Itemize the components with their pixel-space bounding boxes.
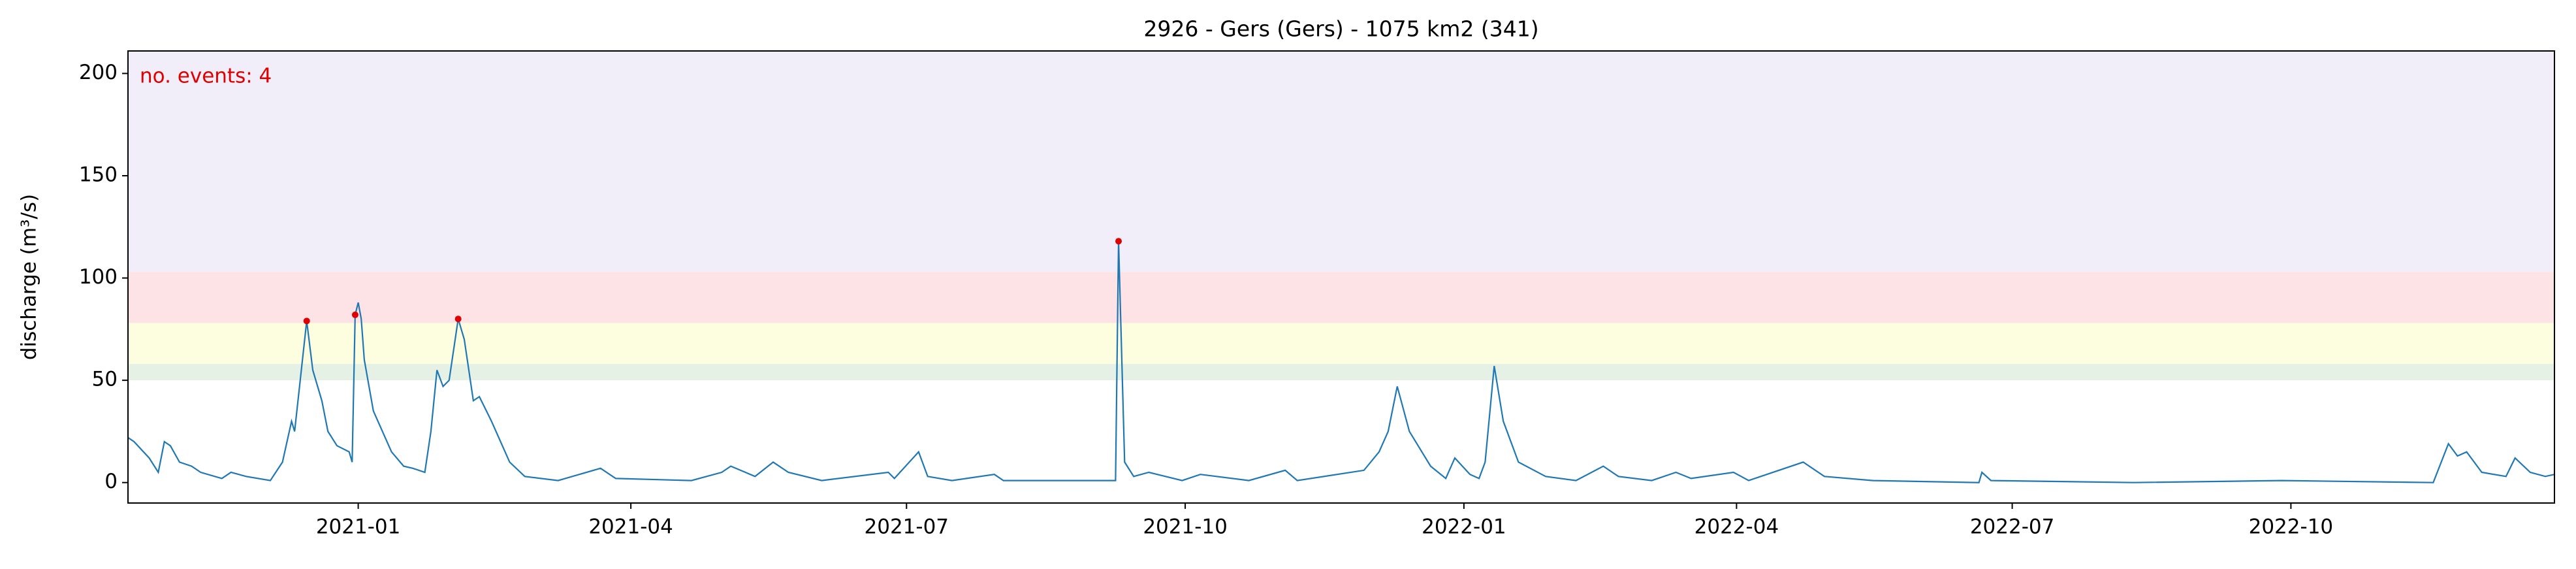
x-tick-label: 2022-10 [2249, 515, 2334, 539]
plot-frame [127, 50, 2555, 504]
event-point [351, 311, 358, 318]
threshold-band [128, 323, 2554, 365]
y-tick-label: 0 [104, 470, 118, 493]
x-tick-label: 2021-07 [865, 515, 949, 539]
event-point [303, 317, 310, 325]
event-point [1115, 238, 1122, 245]
y-tick-label: 150 [79, 163, 118, 187]
x-tick-label: 2022-01 [1422, 515, 1506, 539]
y-tick-label: 200 [79, 61, 118, 84]
x-tick-label: 2022-04 [1694, 515, 1779, 539]
threshold-band [128, 51, 2554, 272]
x-tick-label: 2021-04 [588, 515, 673, 539]
event-count: no. events: 4 [140, 65, 272, 88]
y-axis-label: discharge (m³/s) [18, 194, 41, 360]
x-tick-label: 2022-07 [1970, 515, 2055, 539]
threshold-band [128, 272, 2554, 323]
threshold-band [128, 364, 2554, 381]
x-tick-label: 2021-01 [316, 515, 401, 539]
y-tick-label: 50 [92, 368, 118, 391]
y-tick-label: 100 [79, 265, 118, 289]
chart-title: 2926 - Gers (Gers) - 1075 km2 (341) [1143, 16, 1538, 42]
x-tick-label: 2021-10 [1143, 515, 1228, 539]
event-point [454, 316, 462, 323]
discharge-line [127, 241, 2555, 483]
